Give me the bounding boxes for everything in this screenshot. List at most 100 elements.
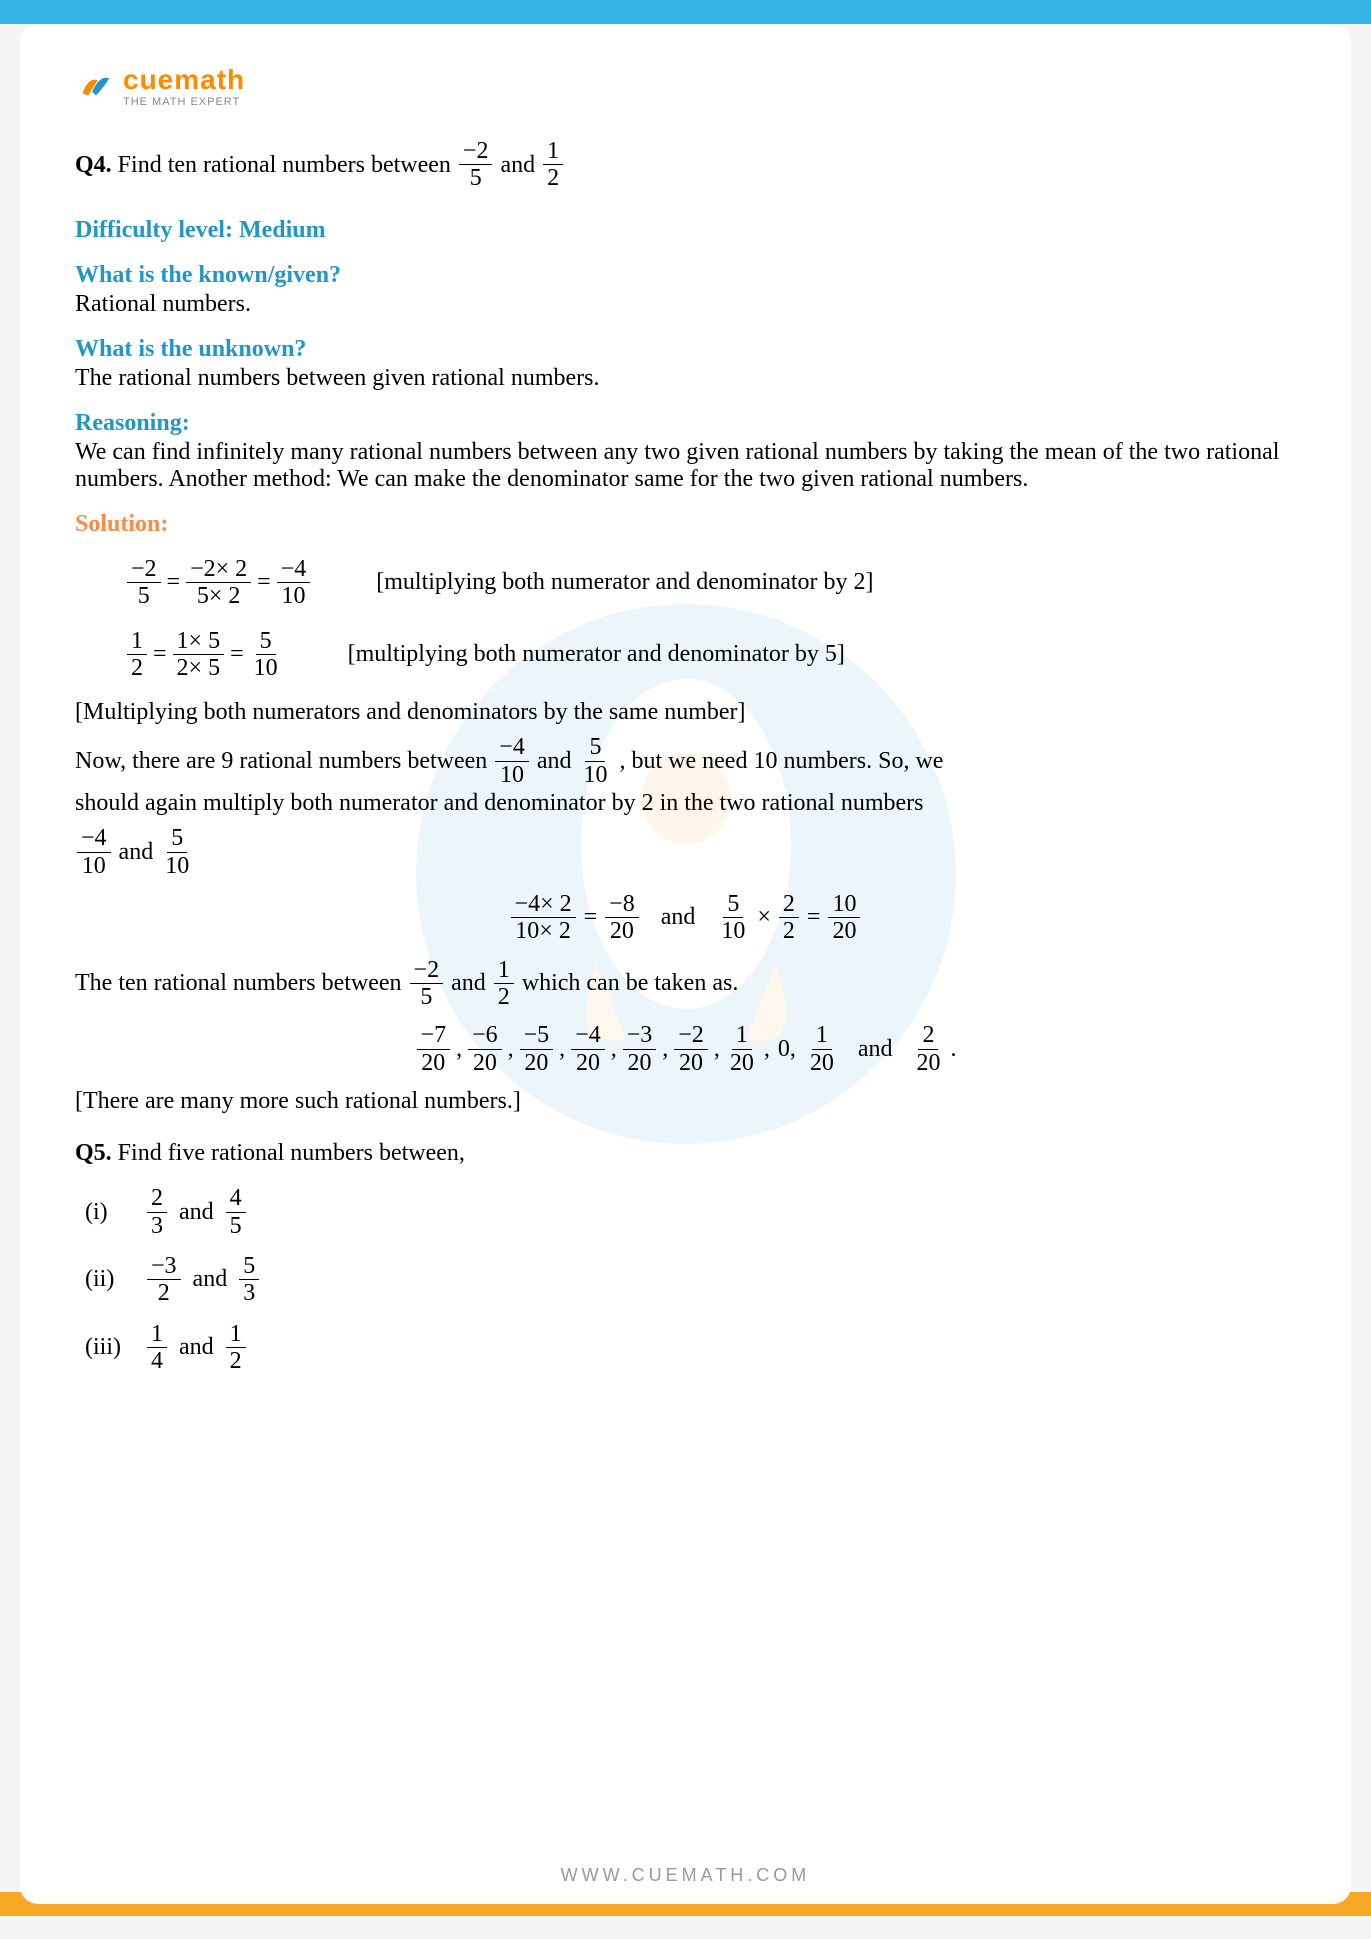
solution-line2: Now, there are 9 rational numbers betwee… xyxy=(75,734,1296,788)
fraction: −620 xyxy=(468,1022,502,1076)
fraction: 120 xyxy=(806,1022,838,1076)
page-wrapper: cuemath THE MATH EXPERT Q4. Find ten rat… xyxy=(0,0,1371,1916)
unknown-heading: What is the unknown? xyxy=(75,336,1296,363)
eq2-note: [multiplying both numerator and denomina… xyxy=(348,641,845,668)
fraction: 510 xyxy=(250,628,282,682)
fraction: 53 xyxy=(239,1253,259,1307)
eq1-note: [multiplying both numerator and denomina… xyxy=(376,569,873,596)
solution-line3: should again multiply both numerator and… xyxy=(75,790,1296,817)
logo-tagline: THE MATH EXPERT xyxy=(123,96,245,108)
q4-label: Q4. xyxy=(75,147,112,183)
zero-text: 0, xyxy=(778,1036,796,1063)
fraction: −4× 210× 2 xyxy=(511,891,576,945)
fraction: −320 xyxy=(623,1022,657,1076)
fraction: −32 xyxy=(147,1253,181,1307)
and-text: and xyxy=(193,1266,228,1293)
fraction: −2 5 xyxy=(459,138,493,192)
equals: = xyxy=(807,904,821,931)
fraction: −220 xyxy=(674,1022,708,1076)
fraction: −25 xyxy=(127,556,161,610)
comma: , xyxy=(508,1036,514,1063)
equals: = xyxy=(230,641,244,668)
fraction: −720 xyxy=(417,1022,451,1076)
fraction: 12 xyxy=(127,628,147,682)
difficulty-heading: Difficulty level: Medium xyxy=(75,217,1296,244)
comma: , xyxy=(559,1036,565,1063)
comma: , xyxy=(611,1036,617,1063)
q5-item-ii: (ii) −32 and 53 xyxy=(85,1253,1296,1307)
fraction: −410 xyxy=(495,734,529,788)
fraction: 23 xyxy=(147,1185,167,1239)
equation-3: −4× 210× 2 = −820 and 510 × 22 = 1020 xyxy=(75,891,1296,945)
fraction: 1× 52× 5 xyxy=(173,628,225,682)
more-note: [There are many more such rational numbe… xyxy=(75,1088,1296,1115)
and-text: and xyxy=(179,1334,214,1361)
equals: = xyxy=(153,641,167,668)
fraction: 220 xyxy=(912,1022,944,1076)
fraction: −420 xyxy=(571,1022,605,1076)
text: , but we need 10 numbers. So, we xyxy=(619,748,943,775)
logo-name: cuemath xyxy=(123,64,245,96)
q5-item-i: (i) 23 and 45 xyxy=(85,1185,1296,1239)
fraction: 12 xyxy=(494,957,514,1011)
times: × xyxy=(757,904,771,931)
fraction: 1 2 xyxy=(543,138,563,192)
and-text: and xyxy=(179,1199,214,1226)
comma: , xyxy=(456,1036,462,1063)
and-text: and xyxy=(537,748,572,775)
reasoning-body: We can find infinitely many rational num… xyxy=(75,439,1296,493)
q5-label: Q5. xyxy=(75,1135,112,1171)
and-text: and xyxy=(119,839,154,866)
equation-2: 12 = 1× 52× 5 = 510 [multiplying both nu… xyxy=(125,628,1296,682)
fraction: −520 xyxy=(520,1022,554,1076)
answer-list: −720, −620, −520, −420, −320, −220, 120,… xyxy=(75,1022,1296,1076)
and-text: and xyxy=(858,1036,893,1063)
q4-heading: Q4. Find ten rational numbers between −2… xyxy=(75,138,1296,192)
solution-line4: The ten rational numbers between −25 and… xyxy=(75,957,1296,1011)
and-text: and xyxy=(451,970,486,997)
known-heading: What is the known/given? xyxy=(75,262,1296,289)
equals: = xyxy=(584,904,598,931)
fraction: 45 xyxy=(226,1185,246,1239)
logo-text: cuemath THE MATH EXPERT xyxy=(123,64,245,108)
and-text: and xyxy=(661,904,696,931)
item-label: (i) xyxy=(85,1199,135,1226)
fraction: 1020 xyxy=(828,891,860,945)
q4-text: Find ten rational numbers between xyxy=(118,147,451,183)
fraction: 510 xyxy=(579,734,611,788)
q5-item-iii: (iii) 14 and 12 xyxy=(85,1321,1296,1375)
solution-heading: Solution: xyxy=(75,511,1296,538)
fraction: −820 xyxy=(605,891,639,945)
footer-url: WWW.CUEMATH.COM xyxy=(20,1865,1351,1886)
known-body: Rational numbers. xyxy=(75,291,1296,318)
content-area: cuemath THE MATH EXPERT Q4. Find ten rat… xyxy=(75,64,1296,1375)
unknown-body: The rational numbers between given ratio… xyxy=(75,365,1296,392)
q5-text: Find five rational numbers between, xyxy=(118,1135,465,1171)
fraction: 22 xyxy=(779,891,799,945)
reasoning-heading: Reasoning: xyxy=(75,410,1296,437)
top-accent-bar xyxy=(0,0,1371,24)
logo-block: cuemath THE MATH EXPERT xyxy=(75,64,1296,108)
period: . xyxy=(950,1036,956,1063)
comma: , xyxy=(764,1036,770,1063)
item-label: (iii) xyxy=(85,1334,135,1361)
comma: , xyxy=(662,1036,668,1063)
comma: , xyxy=(714,1036,720,1063)
same-note: [Multiplying both numerators and denomin… xyxy=(75,699,1296,726)
text: The ten rational numbers between xyxy=(75,970,402,997)
equals: = xyxy=(257,569,271,596)
fraction: −2× 25× 2 xyxy=(186,556,251,610)
equals: = xyxy=(167,569,181,596)
fraction: 510 xyxy=(161,825,193,879)
logo-icon xyxy=(75,67,113,105)
fraction: 12 xyxy=(226,1321,246,1375)
fraction: −25 xyxy=(410,957,444,1011)
fraction: −410 xyxy=(77,825,111,879)
fraction: 14 xyxy=(147,1321,167,1375)
fraction: 120 xyxy=(726,1022,758,1076)
text: Now, there are 9 rational numbers betwee… xyxy=(75,748,487,775)
fraction: 510 xyxy=(717,891,749,945)
solution-fracs-repeat: −410 and 510 xyxy=(75,825,1296,879)
equation-1: −25 = −2× 25× 2 = −410 [multiplying both… xyxy=(125,556,1296,610)
item-label: (ii) xyxy=(85,1266,135,1293)
